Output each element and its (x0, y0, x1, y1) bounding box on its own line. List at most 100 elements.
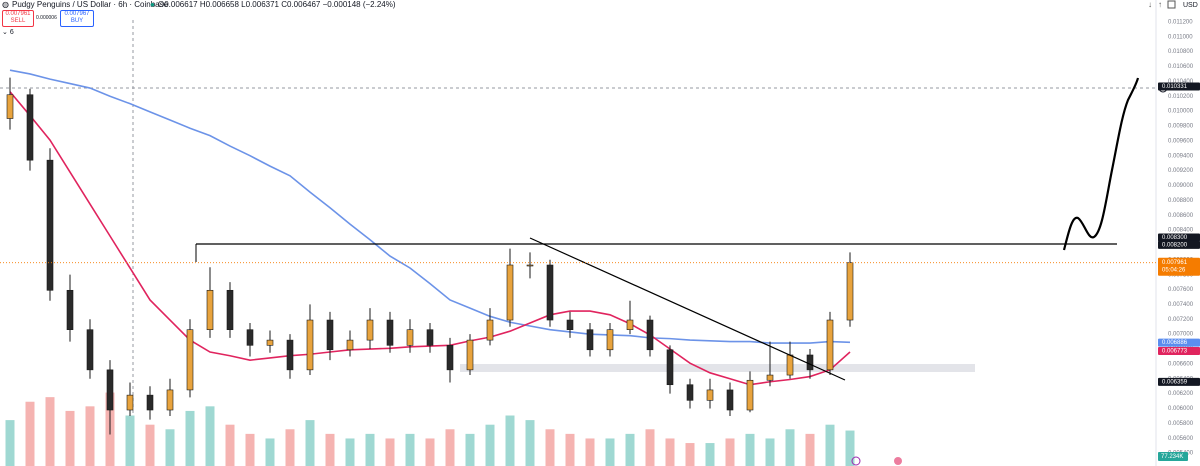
candle-body (606, 329, 614, 351)
candle-body (506, 264, 514, 321)
volume-bar (405, 433, 415, 466)
volume-tag-label: 77.234K (1161, 454, 1183, 460)
y-tick-label: 0.008800 (1168, 198, 1194, 204)
sell-button[interactable]: 0.007961 SELL (2, 10, 34, 27)
candle-body (706, 389, 714, 401)
volume-bar (125, 415, 135, 466)
candle-body (446, 345, 454, 371)
volume-bar (585, 438, 595, 466)
volume-bar (745, 433, 755, 466)
price-tag-label: 0.006886 (1162, 340, 1188, 346)
volume-bar (485, 424, 495, 466)
y-tick-label: 0.007400 (1168, 302, 1194, 308)
symbol-icon: ◍ (2, 0, 9, 9)
candle-body (86, 329, 94, 371)
y-tick-label: 0.009600 (1168, 138, 1194, 144)
candle-body (846, 262, 854, 321)
volume-bar (245, 433, 255, 466)
spread: 0.000006 (36, 15, 57, 21)
candle-body (146, 394, 154, 411)
event-icon[interactable] (851, 456, 861, 466)
sell-label: SELL (10, 18, 26, 24)
candle-body (326, 319, 334, 351)
ohlc-values: O0.006617 H0.006658 L0.006371 C0.006467 … (158, 0, 396, 9)
candle-body (426, 329, 434, 346)
candle-body (126, 394, 134, 411)
candle-body (206, 289, 214, 330)
candle-body (306, 319, 314, 371)
y-tick-label: 0.011000 (1168, 34, 1193, 40)
candle-body (806, 354, 814, 371)
price-tag-label: 0.010331 (1162, 84, 1188, 90)
candle-body (366, 319, 374, 341)
volume-bar (445, 429, 455, 466)
candle-body (286, 339, 294, 371)
volume-bar (465, 433, 475, 466)
volume-bar (65, 410, 75, 466)
volume-bar (505, 415, 515, 466)
candle-body (826, 319, 834, 371)
buy-label: BUY (70, 18, 84, 24)
y-tick-label: 0.008600 (1168, 213, 1194, 219)
y-tick-label: 0.011200 (1168, 19, 1193, 25)
price-tag (1158, 377, 1200, 386)
volume-bar (85, 406, 95, 466)
arrow-up-icon[interactable]: ↑ (1158, 0, 1162, 9)
candle-body (166, 389, 174, 411)
candle-body (586, 329, 594, 351)
price-tag-label: 0.008300 (1162, 235, 1188, 241)
candle-body (466, 339, 474, 371)
volume-bar (205, 406, 215, 466)
price-tag (1158, 233, 1200, 242)
last-price-tag (1158, 257, 1200, 276)
y-tick-label: 0.010400 (1168, 79, 1194, 85)
buy-price: 0.007967 (64, 11, 90, 17)
flag-icon[interactable] (894, 457, 902, 465)
candle-body (686, 384, 694, 401)
volume-bar (265, 438, 275, 466)
y-tick-label: 0.006600 (1168, 361, 1194, 367)
candle-body (786, 354, 794, 376)
volume-bar (605, 438, 615, 466)
window-icon[interactable] (1167, 0, 1176, 9)
y-tick-label: 0.009200 (1168, 168, 1194, 174)
volume-bar (5, 420, 15, 466)
volume-bar (365, 433, 375, 466)
volume-bar (525, 420, 535, 466)
volume-bar (685, 443, 695, 466)
volume-bar (45, 397, 55, 466)
candle-body (186, 329, 194, 391)
volume-bar (185, 410, 195, 466)
volume-bar (565, 433, 575, 466)
y-tick-label: 0.010200 (1168, 94, 1194, 100)
candle-body (346, 339, 354, 351)
support-zone (460, 364, 975, 372)
candle-body (546, 264, 554, 321)
volume-bar (165, 429, 175, 466)
countdown-label: 05:04:26 (1162, 267, 1186, 273)
currency[interactable]: USD (1183, 2, 1198, 9)
y-tick-label: 0.007200 (1168, 317, 1194, 323)
volume-bar (805, 433, 815, 466)
candle-body (6, 94, 14, 119)
y-tick-label: 0.010800 (1168, 49, 1194, 55)
volume-bar (385, 438, 395, 466)
marks (5, 69, 855, 466)
volume-bar (645, 429, 655, 466)
y-tick-label: 0.009400 (1168, 153, 1194, 159)
candle-body (526, 264, 534, 267)
price-tag (1158, 240, 1200, 249)
indicator-toggle[interactable]: ⌄ 6 (2, 29, 14, 36)
price-tag (1158, 347, 1200, 356)
volume-bar (425, 438, 435, 466)
arrow-down-icon[interactable]: ↓ (1148, 0, 1152, 9)
candle-body (386, 319, 394, 346)
candle-body (726, 389, 734, 411)
buy-button[interactable]: 0.007967 BUY (60, 10, 94, 27)
y-tick-label: 0.007000 (1168, 332, 1194, 338)
symbol-title[interactable]: Pudgy Penguins / US Dollar · 6h · Coinba… (12, 0, 169, 9)
candle-body (406, 329, 414, 346)
